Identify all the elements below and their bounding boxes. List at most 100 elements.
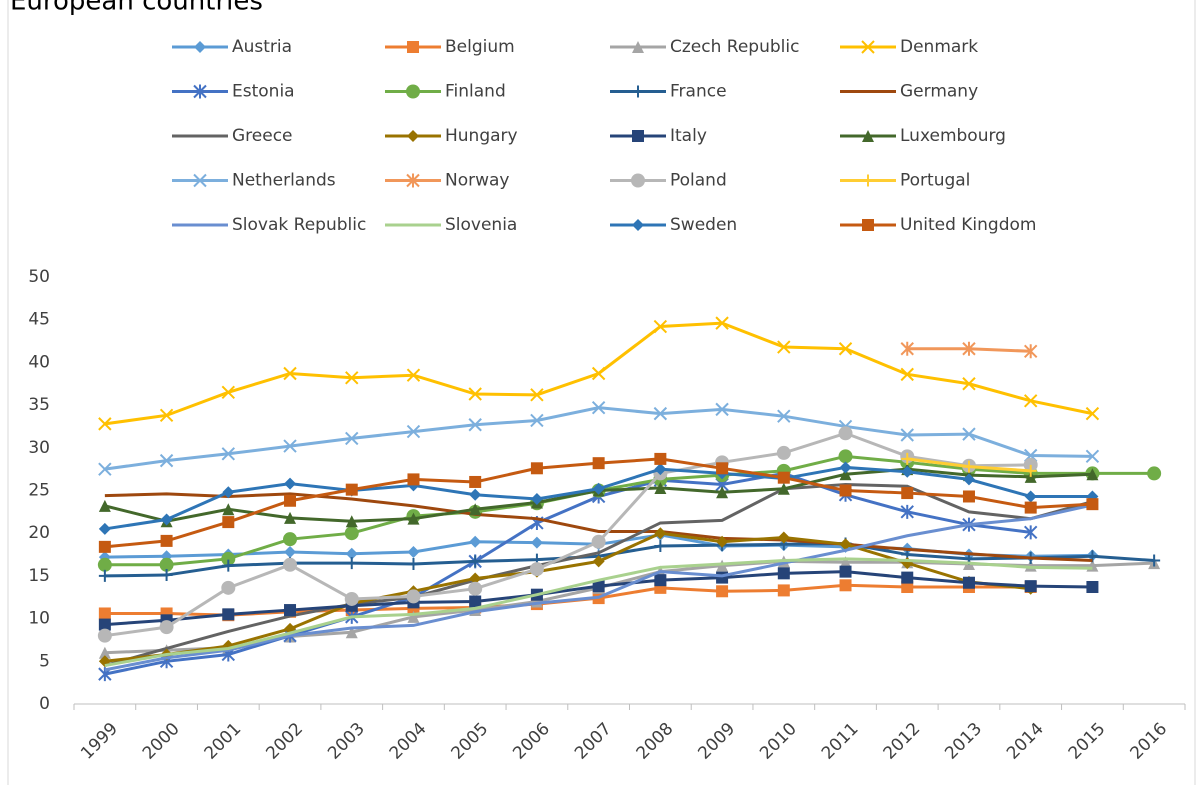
marker: [345, 371, 359, 385]
marker: [716, 571, 729, 584]
marker: [98, 462, 112, 476]
marker: [407, 512, 420, 525]
marker: [715, 402, 729, 417]
marker: [406, 368, 421, 382]
marker: [1024, 501, 1037, 514]
marker: [1024, 464, 1037, 477]
series-line: [104, 431, 1031, 638]
y-tick-label: 20: [28, 523, 50, 543]
marker: [530, 493, 543, 506]
marker: [654, 463, 667, 476]
legend-label: Greece: [232, 126, 293, 146]
series-line: [104, 503, 1093, 672]
chart-frame: [7, 0, 1196, 789]
legend-marker: [631, 173, 645, 188]
marker: [222, 486, 235, 499]
marker: [530, 388, 544, 402]
legend-marker: [861, 40, 875, 54]
marker: [777, 340, 791, 354]
legend-label: Slovenia: [445, 215, 517, 235]
marker: [284, 477, 297, 490]
marker: [716, 486, 729, 499]
x-tick-label: 2008: [633, 719, 678, 764]
x-tick-label: 2010: [756, 719, 801, 764]
legend-marker: [632, 219, 644, 231]
marker: [98, 646, 111, 659]
marker: [839, 579, 852, 592]
marker: [407, 545, 420, 558]
marker: [654, 481, 667, 494]
marker: [1147, 466, 1162, 481]
marker: [469, 488, 482, 501]
marker: [529, 562, 544, 577]
legend-label: Denmark: [900, 37, 978, 57]
marker: [469, 555, 482, 568]
legend-label: Czech Republic: [670, 37, 799, 57]
y-tick-label: 45: [28, 310, 50, 330]
marker: [654, 452, 667, 465]
marker: [901, 465, 914, 478]
legend-marker: [406, 173, 420, 188]
marker: [900, 504, 914, 519]
marker: [344, 526, 359, 541]
marker: [591, 366, 606, 381]
marker: [468, 581, 483, 596]
legend-marker: [862, 219, 874, 231]
marker: [592, 580, 605, 593]
marker: [838, 342, 853, 356]
marker: [716, 559, 729, 572]
marker: [97, 557, 112, 572]
legend-label: Italy: [670, 126, 707, 146]
y-tick-label: 15: [28, 566, 50, 586]
legend-label: Estonia: [232, 82, 295, 102]
marker: [530, 536, 543, 549]
legend-label: Belgium: [445, 37, 515, 57]
y-tick-label: 30: [28, 438, 50, 458]
marker: [98, 618, 111, 631]
legend-marker: [632, 130, 644, 142]
marker: [592, 482, 605, 495]
marker: [839, 565, 852, 578]
series-line: [104, 541, 1155, 578]
legend-marker: [632, 85, 644, 98]
marker: [345, 431, 359, 446]
marker: [345, 483, 358, 496]
marker: [962, 576, 975, 589]
marker: [777, 482, 790, 495]
marker: [345, 557, 358, 570]
marker: [592, 555, 605, 568]
marker: [654, 527, 667, 540]
marker: [222, 516, 235, 529]
marker: [1023, 394, 1038, 408]
y-tick-label: 35: [28, 395, 50, 415]
marker: [284, 604, 297, 617]
marker: [1023, 344, 1038, 359]
marker: [406, 589, 421, 604]
marker: [838, 449, 853, 464]
x-tick-label: 1999: [77, 719, 122, 764]
marker: [591, 534, 606, 549]
marker: [283, 366, 297, 381]
marker: [222, 559, 235, 572]
marker: [284, 494, 297, 507]
series-line: [104, 492, 1093, 563]
marker: [901, 452, 914, 465]
marker: [222, 608, 235, 621]
x-tick-label: 2000: [139, 719, 184, 764]
legend-label: Finland: [445, 82, 506, 102]
marker: [1024, 580, 1037, 593]
marker: [962, 341, 976, 356]
legend-label: Hungary: [445, 126, 518, 146]
marker: [777, 531, 790, 544]
x-tick-label: 2013: [941, 719, 986, 764]
marker: [406, 424, 421, 439]
marker: [839, 484, 852, 497]
marker: [654, 574, 667, 587]
marker: [777, 567, 790, 580]
marker: [345, 547, 358, 560]
marker: [98, 540, 111, 553]
marker: [530, 462, 543, 475]
legend-label: Austria: [232, 37, 292, 57]
legend-marker: [194, 41, 206, 53]
